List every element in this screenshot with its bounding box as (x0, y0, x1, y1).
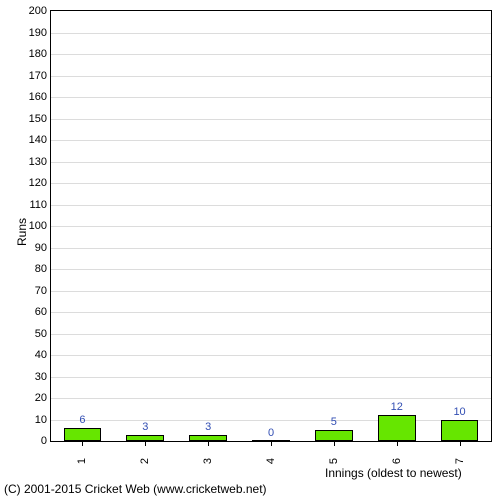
gridline (51, 377, 491, 378)
x-tick (334, 441, 335, 446)
gridline (51, 183, 491, 184)
bar (378, 415, 416, 441)
y-tick-label: 70 (35, 285, 51, 297)
y-tick-label: 160 (29, 91, 51, 103)
gridline (51, 248, 491, 249)
bar (64, 428, 102, 441)
gridline (51, 420, 491, 421)
gridline (51, 269, 491, 270)
y-tick-label: 20 (35, 392, 51, 404)
y-tick-label: 0 (41, 435, 51, 447)
x-tick-label: 6 (391, 458, 403, 464)
y-tick-label: 50 (35, 328, 51, 340)
gridline (51, 291, 491, 292)
y-tick-label: 190 (29, 27, 51, 39)
gridline (51, 205, 491, 206)
gridline (51, 119, 491, 120)
y-tick-label: 130 (29, 156, 51, 168)
gridline (51, 162, 491, 163)
x-tick (145, 441, 146, 446)
y-tick-label: 120 (29, 177, 51, 189)
gridline (51, 398, 491, 399)
x-tick-label: 4 (265, 458, 277, 464)
y-tick-label: 140 (29, 134, 51, 146)
x-tick-label: 1 (76, 458, 88, 464)
bar (315, 430, 353, 441)
y-tick-label: 180 (29, 48, 51, 60)
bar-value-label: 5 (331, 416, 337, 428)
y-tick-label: 30 (35, 371, 51, 383)
bar-value-label: 6 (79, 414, 85, 426)
y-axis-title: Runs (15, 218, 29, 246)
gridline (51, 312, 491, 313)
gridline (51, 97, 491, 98)
bar-value-label: 0 (268, 427, 274, 439)
y-tick-label: 10 (35, 414, 51, 426)
y-tick-label: 90 (35, 242, 51, 254)
gridline (51, 355, 491, 356)
x-tick-label: 7 (454, 458, 466, 464)
y-tick-label: 60 (35, 306, 51, 318)
chart-frame: 0102030405060708090100110120130140150160… (0, 0, 500, 500)
x-tick-label: 3 (202, 458, 214, 464)
gridline (51, 226, 491, 227)
y-tick-label: 110 (29, 199, 51, 211)
x-tick (460, 441, 461, 446)
bar (441, 420, 479, 442)
gridline (51, 54, 491, 55)
x-axis-title: Innings (oldest to newest) (325, 466, 462, 480)
y-tick-label: 40 (35, 349, 51, 361)
footer-credit: (C) 2001-2015 Cricket Web (www.cricketwe… (4, 482, 267, 496)
x-tick-label: 5 (328, 458, 340, 464)
bar-value-label: 12 (391, 401, 403, 413)
bar-value-label: 10 (453, 406, 465, 418)
y-tick-label: 200 (29, 5, 51, 17)
x-tick (82, 441, 83, 446)
gridline (51, 33, 491, 34)
x-tick (208, 441, 209, 446)
bar-value-label: 3 (205, 421, 211, 433)
gridline (51, 334, 491, 335)
y-tick-label: 80 (35, 263, 51, 275)
y-tick-label: 150 (29, 113, 51, 125)
gridline (51, 76, 491, 77)
bar-value-label: 3 (142, 421, 148, 433)
gridline (51, 140, 491, 141)
plot-area: 0102030405060708090100110120130140150160… (50, 10, 492, 442)
x-tick (397, 441, 398, 446)
y-tick-label: 100 (29, 220, 51, 232)
y-tick-label: 170 (29, 70, 51, 82)
x-tick (271, 441, 272, 446)
x-tick-label: 2 (139, 458, 151, 464)
